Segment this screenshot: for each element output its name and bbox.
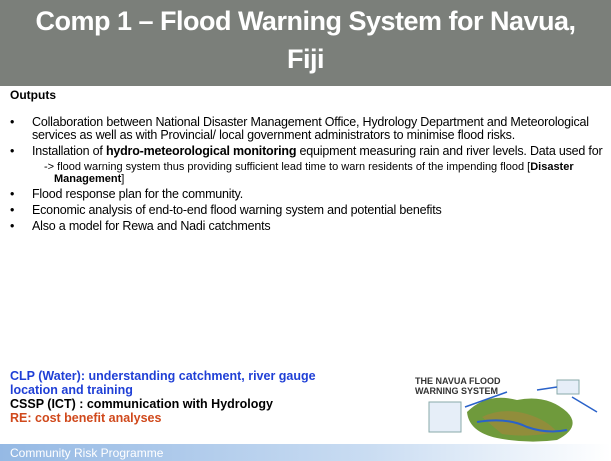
text: Collaboration between National Disaster … [32,115,589,142]
figure: THE NAVUA FLOOD WARNING SYSTEM [407,372,611,444]
text: -> flood warning system thus providing s… [44,161,531,173]
text: Economic analysis of end-to-end flood wa… [32,203,442,217]
bullet: Economic analysis of end-to-end flood wa… [10,203,552,218]
box [556,379,580,395]
figure-title: THE NAVUA FLOOD [415,376,501,386]
heading: Outputs [10,88,56,102]
slide-title: Comp 1 – Flood Warning System for Navua,… [35,6,576,74]
footer-bar: Community Risk Programme [0,444,611,461]
figure-title: WARNING SYSTEM [415,386,498,396]
bullet: Also a model for Rewa and Nadi catchment… [10,219,605,234]
bold-text: hydro-meteorological monitoring [105,144,297,158]
footer-text: Community Risk Programme [10,446,164,460]
box [428,401,462,433]
text: equipment measuring rain and river level… [296,144,603,158]
arrows [464,386,598,413]
text: Flood response plan for the community. [32,187,244,201]
bullet: Installation of hydro-meteorological mon… [10,144,605,159]
bullet: Flood response plan for the community. [10,187,605,202]
river [476,419,568,433]
bullet: Collaboration between National Disaster … [10,116,605,142]
note: CSSP (ICT) : communication with Hydrolog… [10,397,273,411]
bullet-list: Collaboration between National Disaster … [10,116,605,236]
text: Installation of [32,144,106,158]
note: RE: cost benefit analyses [10,411,162,425]
text: ] [121,173,125,185]
notes: CLP (Water): understanding catchment, ri… [10,369,340,425]
note: CLP (Water): understanding catchment, ri… [10,369,316,397]
text: Also a model for Rewa and Nadi catchment… [32,219,271,233]
bold-text: Disaster Management [54,161,574,185]
title-bar: Comp 1 – Flood Warning System for Navua,… [0,0,611,86]
sub-bullet: -> flood warning system thus providing s… [10,161,605,185]
